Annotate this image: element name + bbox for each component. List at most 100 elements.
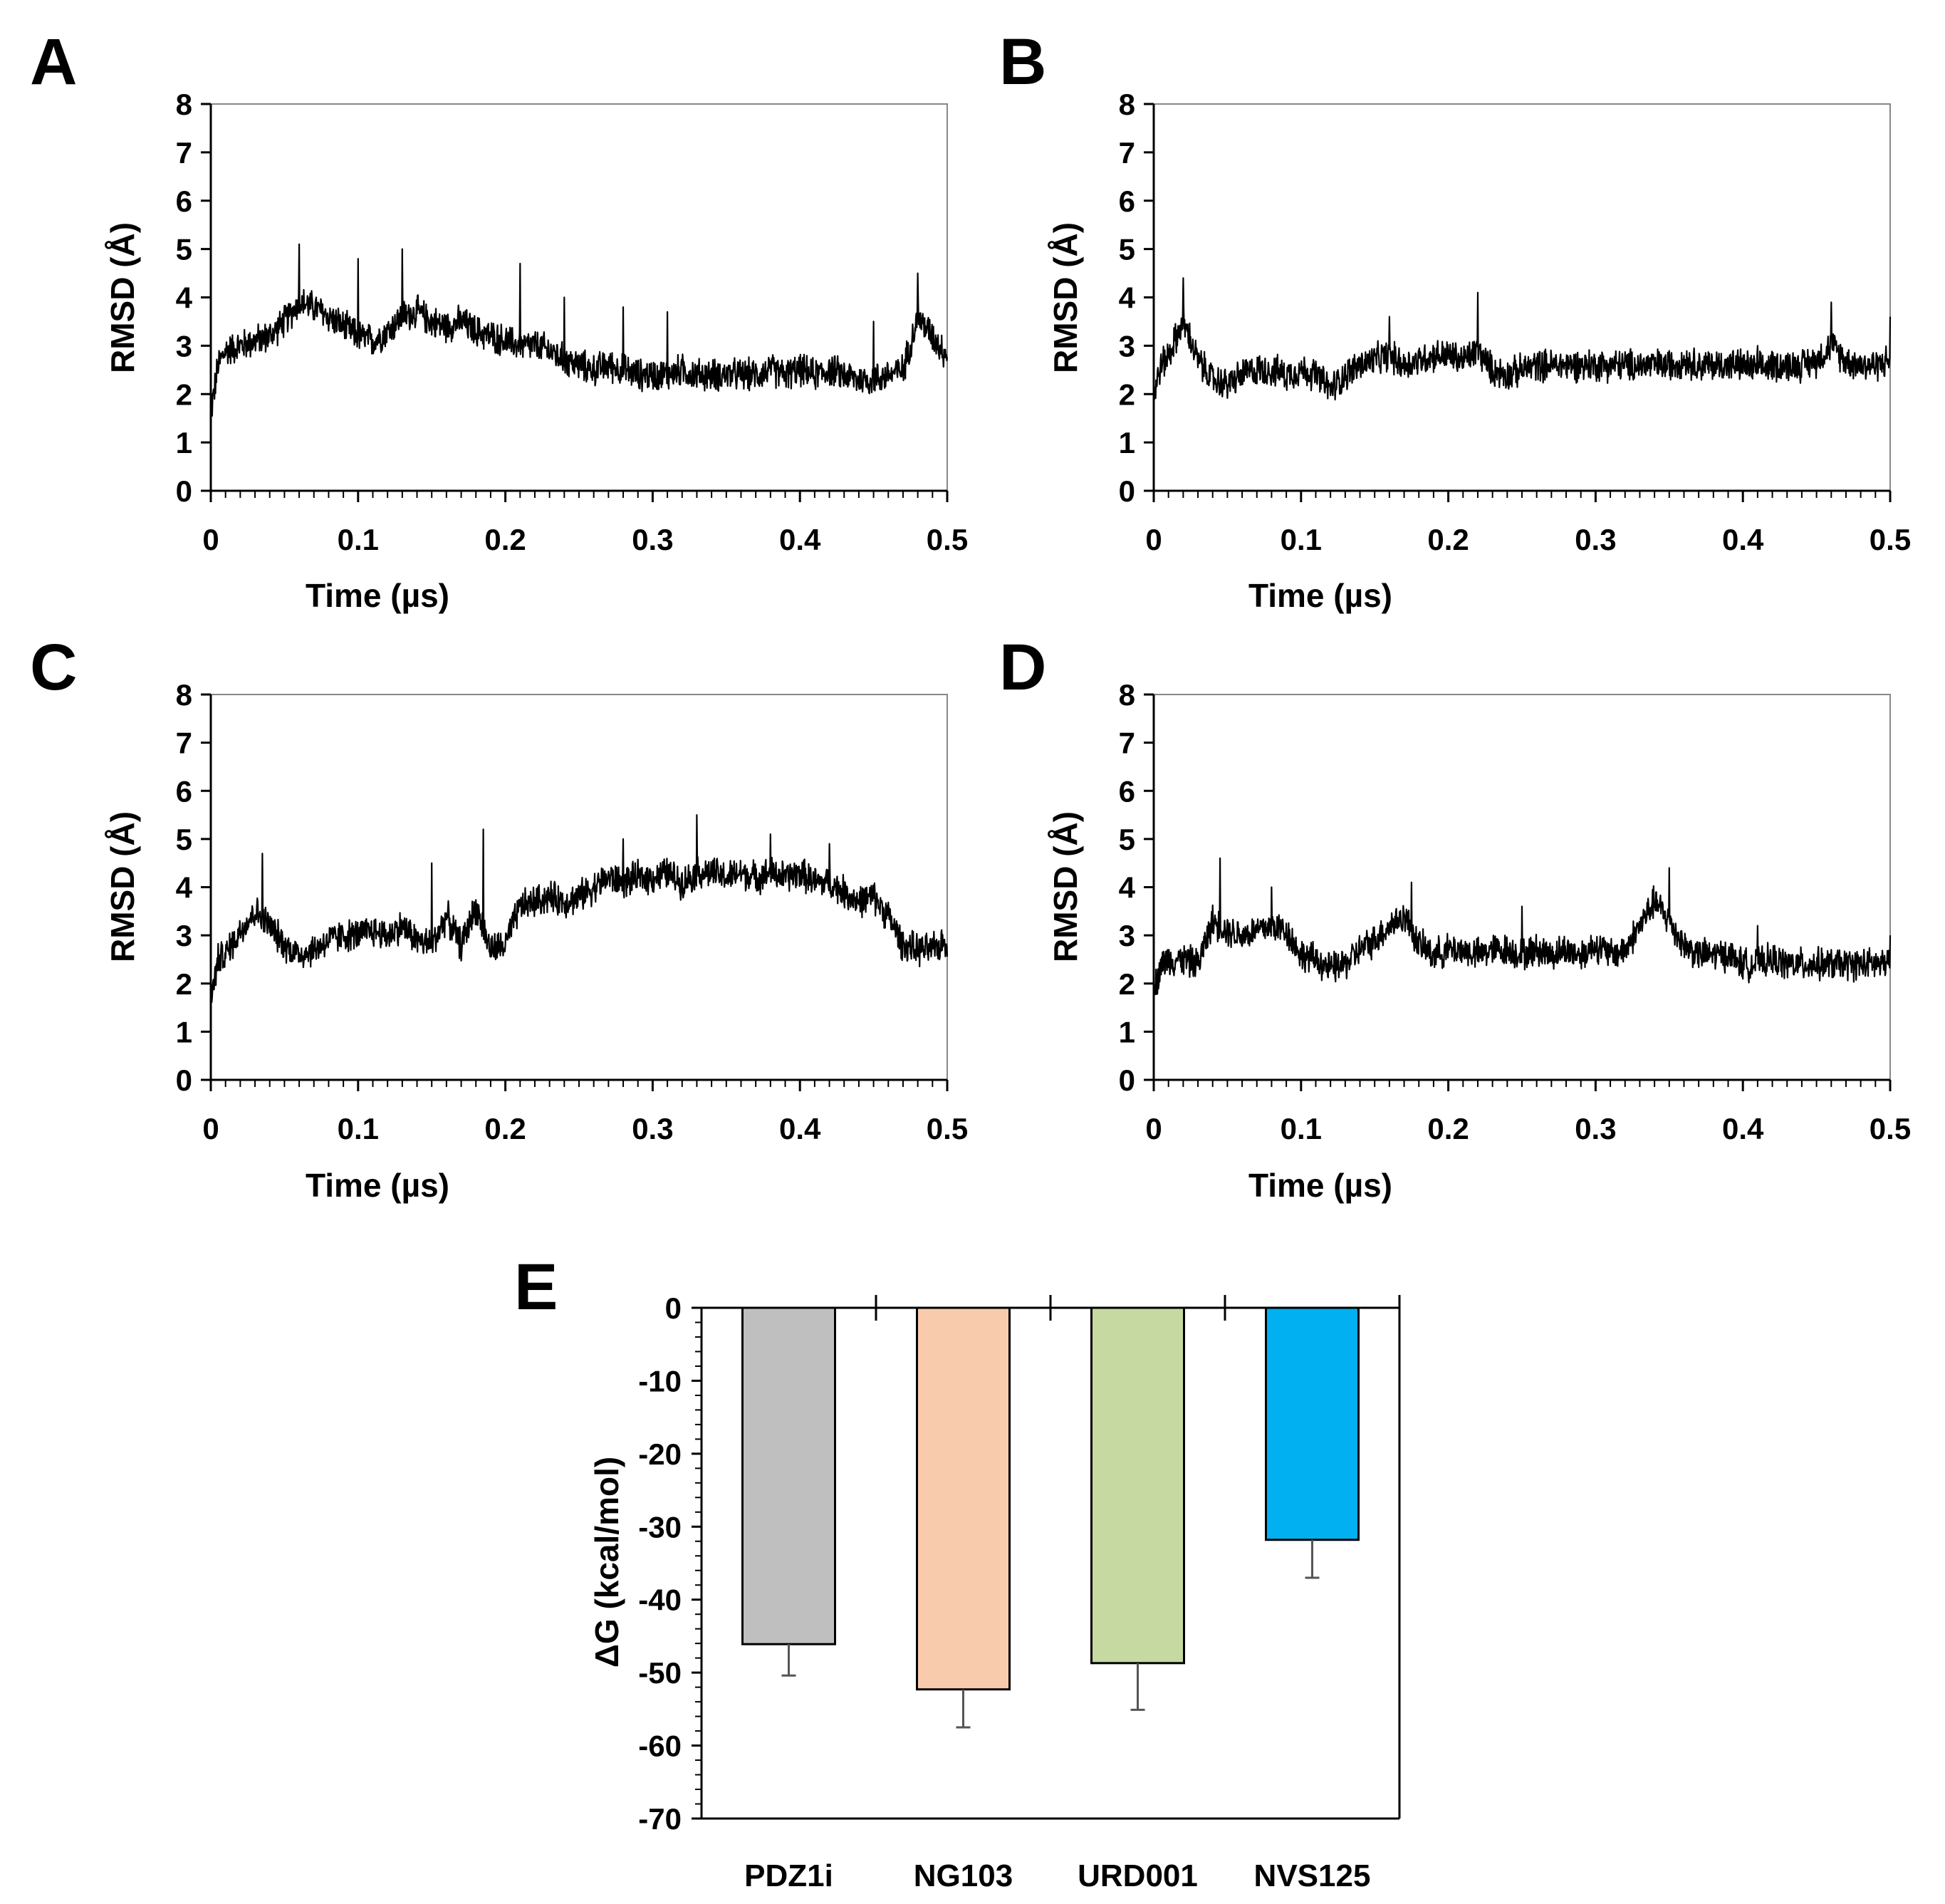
panel-d-xlabel: Time (µs) <box>1248 1167 1392 1204</box>
panel-c: C Time (µs) RMSD (Å) 0 1 2 3 4 5 6 7 8 0 0.1 0.2 0.3… <box>30 631 968 1204</box>
panel-c-y-tick-label: 1 <box>176 1015 192 1049</box>
category-label-nvs125: NVS125 <box>1254 1858 1371 1893</box>
panel-a-plot-frame <box>210 103 948 491</box>
panel-a-y-tick-label: 6 <box>176 184 192 218</box>
panel-b-x-tick-label: 0.1 <box>1281 523 1322 556</box>
panel-b-y-tick-label: 5 <box>1119 233 1135 266</box>
panel-c-y-tick-label: 6 <box>176 774 192 808</box>
panel-a-y-tick-label: 1 <box>176 426 192 459</box>
panel-c-y-tick-label: 3 <box>176 919 192 952</box>
panel-b-y-tick-label: 6 <box>1119 184 1135 218</box>
panel-letter-a: A <box>30 26 77 98</box>
panel-b-y-tick-label: 1 <box>1119 426 1135 459</box>
panel-e-y-tick-label: -70 <box>638 1802 682 1836</box>
panel-e-y-tick-label: -60 <box>638 1729 682 1763</box>
panel-b: B Time (µs) RMSD (Å) 0 1 2 3 4 5 6 7 8 0 0.1 0.2 0.3… <box>999 26 1911 614</box>
panel-c-x-tick-label: 0.2 <box>484 1112 526 1145</box>
panel-letter-d: D <box>999 631 1046 704</box>
panel-d-y-tick-label: 4 <box>1119 871 1136 905</box>
panel-a: A Time (µs) RMSD (Å) 0 1 2 3 4 5 6 7 8 0 0.1 0.2 0.3… <box>30 26 968 614</box>
panel-a-y-tick-label: 3 <box>176 329 192 363</box>
panel-e-ylabel: ΔG (kcal/mol) <box>588 1457 625 1668</box>
panel-c-y-tick-label: 7 <box>176 727 192 760</box>
panel-c-ylabel: RMSD (Å) <box>104 811 141 962</box>
panel-d-y-tick-label: 6 <box>1119 774 1135 808</box>
panel-e-y-tick-label: -10 <box>638 1364 682 1398</box>
panel-a-rmsd-trace <box>209 243 949 417</box>
panel-a-x-tick-label: 0.5 <box>927 523 968 556</box>
panel-d-x-tick-label: 0.4 <box>1722 1112 1764 1145</box>
panel-c-y-tick-label: 0 <box>176 1063 192 1097</box>
panel-d-x-tick-label: 0.1 <box>1281 1112 1322 1145</box>
panel-b-x-tick-label: 0.3 <box>1575 523 1616 556</box>
panel-b-xlabel: Time (µs) <box>1248 577 1392 614</box>
panel-d-y-tick-label: 5 <box>1119 823 1135 856</box>
panel-d-y-tick-label: 0 <box>1119 1063 1135 1097</box>
panel-b-y-tick-label: 2 <box>1119 378 1135 411</box>
panel-c-y-tick-label: 4 <box>176 871 193 905</box>
panel-d-x-tick-label: 0.5 <box>1870 1112 1911 1145</box>
bar-nvs125 <box>1265 1306 1360 1541</box>
panel-c-y-tick-label: 8 <box>176 678 192 712</box>
panel-c-x-tick-label: 0 <box>202 1112 219 1145</box>
panel-a-y-tick-label: 7 <box>176 136 192 170</box>
panel-e-y-tick-label: -20 <box>638 1437 682 1471</box>
panel-b-y-tick-label: 4 <box>1119 281 1136 315</box>
panel-b-x-tick-label: 0 <box>1145 523 1162 556</box>
panel-letter-e: E <box>514 1251 558 1323</box>
panel-b-y-tick-label: 0 <box>1119 474 1135 508</box>
panel-a-x-tick-label: 0.2 <box>484 523 526 556</box>
panel-d-y-tick-label: 3 <box>1119 919 1135 952</box>
panel-a-ylabel: RMSD (Å) <box>104 222 141 373</box>
panel-b-plot-frame <box>1153 103 1891 491</box>
panel-d: D Time (µs) RMSD (Å) 0 1 2 3 4 5 6 7 8 0 0.1 0.2 0.3… <box>999 631 1911 1204</box>
panel-a-y-tick-label: 0 <box>176 474 192 508</box>
panel-d-x-tick-label: 0.2 <box>1427 1112 1469 1145</box>
panel-b-x-tick-label: 0.5 <box>1870 523 1911 556</box>
panel-c-x-tick-label: 0.4 <box>779 1112 821 1145</box>
panel-d-ylabel: RMSD (Å) <box>1047 811 1084 962</box>
panel-b-y-tick-label: 3 <box>1119 329 1135 363</box>
panel-a-y-tick-label: 2 <box>176 378 192 411</box>
panel-d-rmsd-trace <box>1152 857 1892 1001</box>
category-label-urd001: URD001 <box>1078 1858 1198 1893</box>
panel-b-y-tick-label: 8 <box>1119 88 1135 121</box>
panel-letter-c: C <box>30 631 77 704</box>
panel-a-x-tick-label: 0.3 <box>632 523 673 556</box>
panel-d-y-tick-label: 1 <box>1119 1015 1135 1049</box>
panel-a-y-tick-label: 8 <box>176 88 192 121</box>
panel-d-x-tick-label: 0 <box>1145 1112 1162 1145</box>
bar-pdz1i <box>741 1306 836 1645</box>
panel-b-ylabel: RMSD (Å) <box>1047 222 1084 373</box>
panel-a-y-tick-label: 4 <box>176 281 193 315</box>
panel-c-y-tick-label: 5 <box>176 823 192 856</box>
panel-e-y-tick-label: -50 <box>638 1656 682 1690</box>
panel-d-y-tick-label: 7 <box>1119 727 1135 760</box>
category-label-pdz1i: PDZ1i <box>744 1858 833 1893</box>
panel-e-y-tick-label: -30 <box>638 1510 682 1544</box>
panel-d-x-tick-label: 0.3 <box>1575 1112 1616 1145</box>
panel-e-y-tick-label: -40 <box>638 1583 682 1617</box>
panel-c-x-tick-label: 0.3 <box>632 1112 673 1145</box>
panel-c-xlabel: Time (µs) <box>306 1167 449 1204</box>
panel-c-x-tick-label: 0.1 <box>338 1112 379 1145</box>
panel-b-x-tick-label: 0.4 <box>1722 523 1764 556</box>
panel-b-rmsd-trace <box>1152 277 1892 401</box>
panel-b-x-tick-label: 0.2 <box>1427 523 1469 556</box>
panel-a-x-tick-label: 0.4 <box>779 523 821 556</box>
panel-e: E ΔG (kcal/mol) 0 -10 -20 -30 -40 -50 -60 -70 PD… <box>514 1251 1401 1893</box>
panel-a-x-tick-label: 0.1 <box>338 523 379 556</box>
panel-b-y-tick-label: 7 <box>1119 136 1135 170</box>
panel-d-y-tick-label: 8 <box>1119 678 1135 712</box>
panel-d-plot-frame <box>1153 694 1891 1081</box>
panel-a-y-tick-label: 5 <box>176 233 192 266</box>
panel-letter-b: B <box>999 26 1046 98</box>
category-label-ng103: NG103 <box>914 1858 1013 1893</box>
panel-d-y-tick-label: 2 <box>1119 967 1135 1001</box>
panel-e-y-tick-label: 0 <box>665 1291 682 1325</box>
panel-c-y-tick-label: 2 <box>176 967 192 1001</box>
panel-c-x-tick-label: 0.5 <box>927 1112 968 1145</box>
bar-urd001 <box>1090 1306 1185 1665</box>
panel-a-xlabel: Time (µs) <box>306 577 449 614</box>
